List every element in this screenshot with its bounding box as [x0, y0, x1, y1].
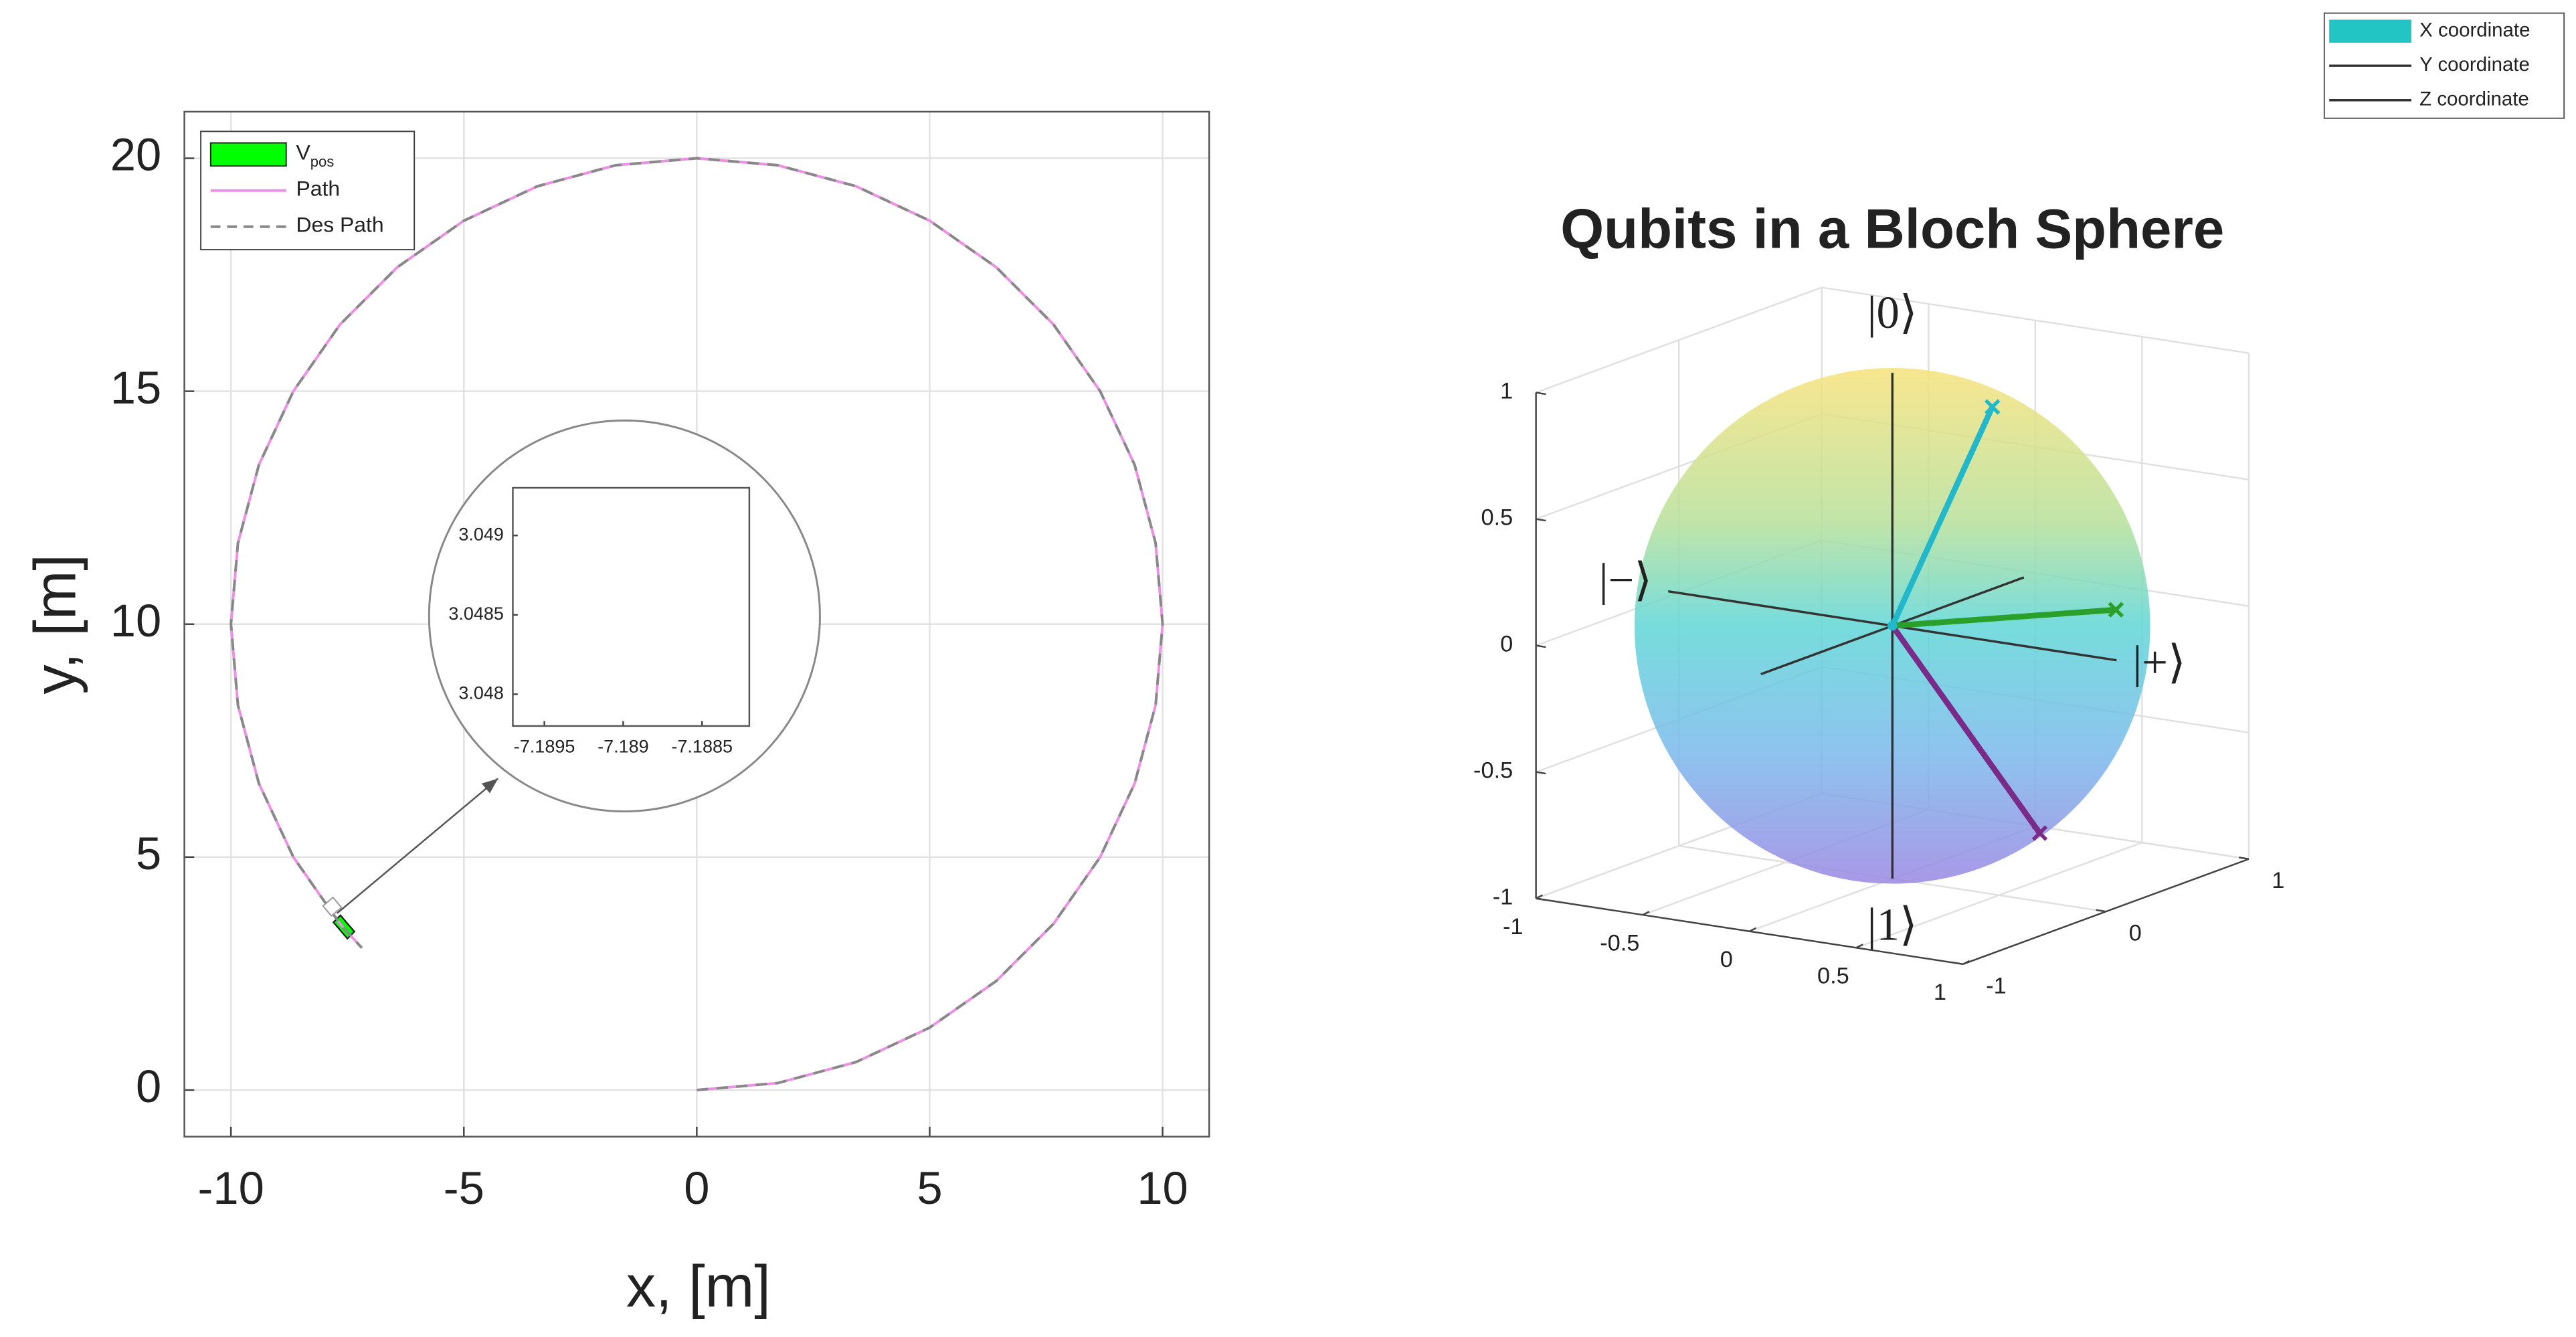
bloch-vector [1890, 406, 1995, 627]
x-tick-label: -5 [444, 1162, 484, 1214]
sphere-origin [1887, 620, 1898, 631]
z-tick-label: -1 [1493, 885, 1513, 910]
y-tick-label: 3.049 [458, 524, 504, 544]
y-tick-label: 0 [2129, 921, 2142, 946]
y-tick-label: 15 [110, 362, 161, 414]
x-tick [1962, 960, 1970, 965]
x-tick-label: -10 [198, 1162, 264, 1214]
ket-label: |−⟩ [1599, 555, 1652, 606]
axes-frame [183, 110, 1210, 1138]
magnifier-arrowhead [481, 778, 498, 794]
legend-text: Path [296, 177, 340, 201]
x-tick [1855, 944, 1863, 949]
legend-label: Z coordinate [2419, 88, 2529, 110]
vector-marker [1985, 399, 2001, 415]
legend-label: Vpos [296, 141, 334, 170]
bloch-vector [1892, 606, 2116, 629]
chart-title: Qubits in a Bloch Sphere [1560, 197, 2224, 260]
x-axis-label: x, [m] [626, 1253, 771, 1320]
y-tick-label: 20 [110, 129, 161, 181]
z-tick [1536, 518, 1546, 522]
y-tick [1952, 962, 1964, 966]
z-tick [1536, 771, 1546, 775]
x-tick-label: -7.1895 [514, 736, 575, 756]
x-tick-label: 0.5 [1817, 964, 1849, 989]
legend-text: V [296, 141, 310, 165]
x-tick-label: 5 [917, 1162, 942, 1214]
magnifier-connector [337, 778, 499, 914]
y-tick-label: -1 [1986, 973, 2007, 998]
vector-marker [2031, 825, 2048, 841]
y-tick-label: 3.0485 [448, 604, 504, 624]
axes-frame [512, 486, 751, 727]
vector-marker [2108, 602, 2124, 618]
plot-background [513, 488, 749, 726]
z-tick-label: -0.5 [1473, 758, 1513, 784]
legend-label: X coordinate [2419, 19, 2530, 41]
y-axis-label: y, [m] [21, 554, 88, 694]
x-tick-label: 0 [684, 1162, 709, 1214]
ket-label: |1⟩ [1867, 899, 1918, 950]
x-tick-label: -7.189 [597, 736, 649, 756]
x-tick-label: 0 [1720, 947, 1733, 972]
z-tick-label: 1 [1500, 379, 1513, 404]
legend-swatch [2329, 19, 2411, 43]
x-tick [1642, 911, 1650, 916]
legend-label: Path [296, 177, 340, 201]
y-tick-label: 3.048 [458, 683, 504, 703]
grid-line [1536, 286, 1823, 393]
x-tick [1749, 927, 1757, 932]
grid-line [1821, 286, 2249, 354]
path-line [229, 157, 1164, 1091]
z-tick [1536, 897, 1546, 901]
legend-label: Des Path [296, 213, 383, 237]
x-tick-label: 1 [1934, 980, 1946, 1005]
x-tick-label: -7.1885 [671, 736, 733, 756]
ket-label: |0⟩ [1867, 287, 1918, 338]
y-tick-label: 1 [2272, 868, 2284, 893]
legend-subscript: pos [310, 153, 335, 170]
z-tick [1536, 644, 1546, 648]
z-tick-label: 0.5 [1481, 505, 1513, 531]
y-tick-label: 0 [136, 1061, 161, 1112]
bloch-vector [1890, 624, 2042, 835]
legend-swatch [209, 142, 287, 167]
x-tick-label: -1 [1503, 914, 1524, 940]
y-tick [2096, 909, 2106, 913]
ket-label: |+⟩ [2132, 636, 2185, 687]
legend-text: Des Path [296, 213, 383, 237]
legend-label: Y coordinate [2419, 54, 2530, 76]
z-tick-label: 0 [1500, 632, 1513, 657]
y-tick-label: 5 [136, 828, 161, 879]
z-tick [1536, 391, 1546, 395]
x-tick-label: -0.5 [1600, 930, 1639, 956]
magnifier-spot [322, 896, 343, 917]
y-tick [2238, 857, 2249, 860]
x-tick-label: 10 [1137, 1162, 1188, 1214]
x-tick [1536, 894, 1544, 899]
y-tick-label: 10 [110, 595, 161, 646]
